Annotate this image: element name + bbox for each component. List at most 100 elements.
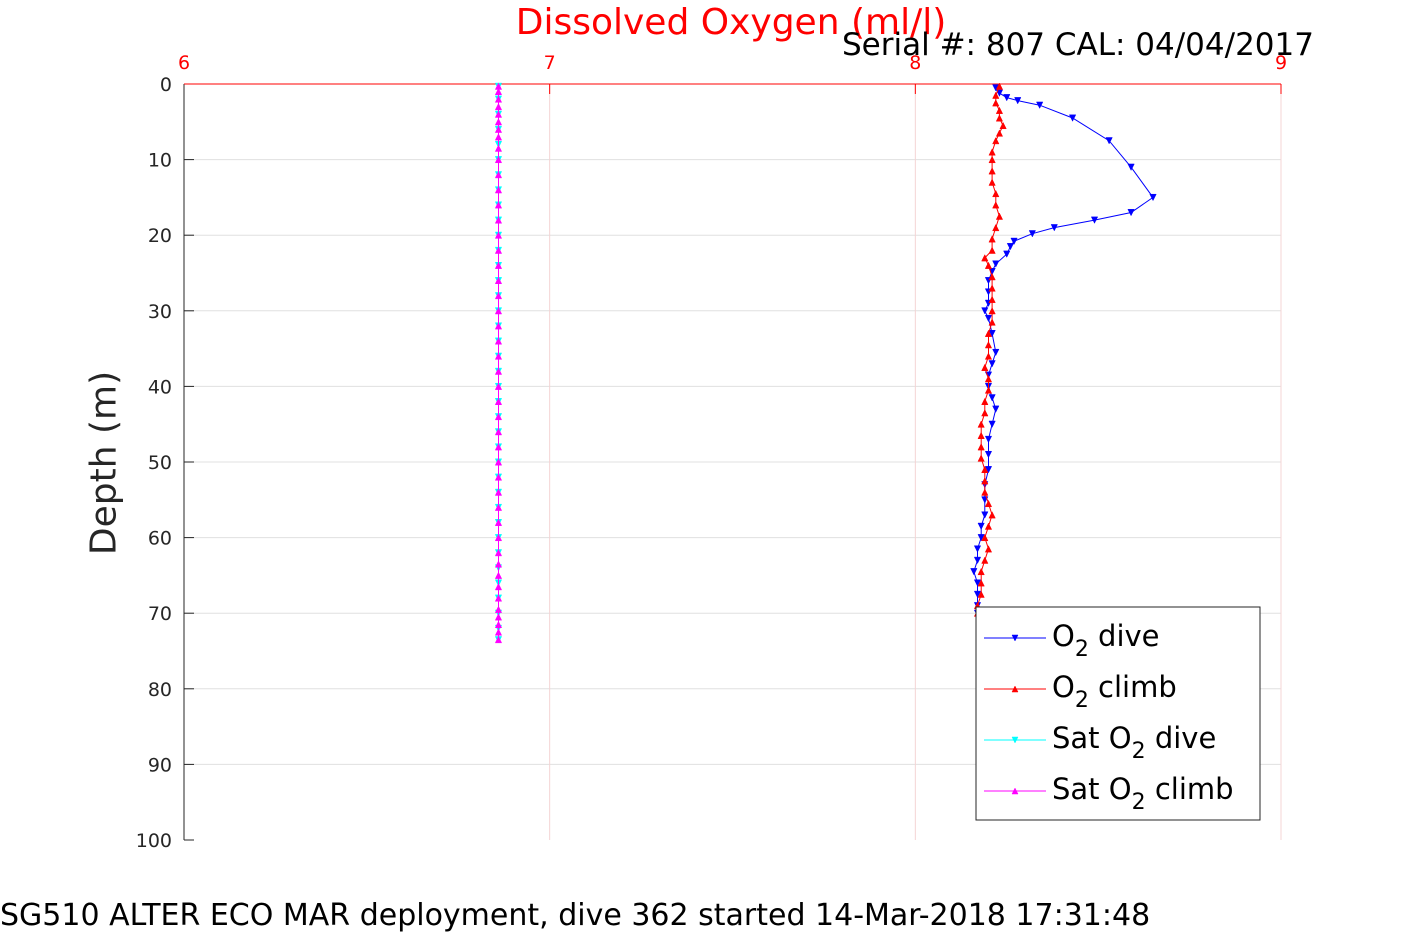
legend-label: O2 dive [1052, 619, 1160, 662]
data-point [977, 443, 985, 451]
data-point [494, 594, 503, 602]
data-point [494, 367, 503, 375]
data-point [984, 375, 993, 383]
data-point [494, 533, 503, 542]
data-point [984, 435, 993, 444]
data-point [984, 450, 993, 459]
data-point [1068, 114, 1077, 122]
grid-lines [184, 84, 1282, 840]
data-point [494, 428, 503, 436]
series-3 [494, 82, 503, 644]
data-point [995, 106, 1004, 114]
data-point [494, 133, 503, 141]
data-point [977, 522, 985, 531]
data-point [494, 473, 503, 481]
data-point [494, 276, 503, 285]
y-tick-label: 50 [148, 452, 172, 474]
data-point [494, 382, 503, 390]
data-point [977, 454, 985, 462]
data-point [984, 386, 993, 394]
data-point [1003, 250, 1011, 258]
data-point [494, 118, 503, 126]
data-point [1149, 193, 1157, 202]
data-point [494, 635, 503, 644]
dive-footer: SG510 ALTER ECO MAR deployment, dive 362… [0, 898, 1151, 933]
data-point [981, 254, 989, 262]
legend-swatch-marker [1011, 685, 1019, 693]
y-tick-label: 80 [148, 679, 172, 701]
data-point [977, 534, 985, 542]
data-point [494, 170, 503, 179]
data-point [494, 352, 503, 360]
data-point [988, 307, 996, 315]
data-point [981, 511, 989, 519]
y-tick-label: 20 [148, 225, 172, 247]
data-point [988, 360, 996, 368]
data-point [1127, 209, 1135, 217]
y-axis-label: Depth (m) [83, 370, 125, 556]
data-point [984, 499, 993, 508]
data-point [984, 522, 993, 530]
y-tick-label: 10 [148, 150, 172, 172]
legend-label: Sat O2 dive [1052, 721, 1216, 764]
data-point [977, 590, 985, 598]
data-point [992, 348, 1000, 357]
data-point [494, 503, 503, 511]
y-tick-label: 90 [148, 754, 172, 776]
data-point [988, 246, 996, 254]
legend-swatch-marker [1011, 634, 1019, 642]
data-point [494, 87, 503, 96]
data-point [973, 545, 982, 553]
x-tick-label: 8 [909, 52, 921, 74]
data-point [988, 330, 996, 338]
data-point [981, 409, 989, 417]
data-point [1036, 101, 1044, 109]
data-point [995, 129, 1004, 137]
data-point [992, 201, 1000, 209]
data-point [984, 261, 993, 269]
data-point [995, 82, 1004, 90]
data-point [494, 488, 503, 496]
data-point [494, 571, 503, 579]
data-point [494, 102, 503, 111]
data-point [981, 488, 989, 496]
data-point [494, 110, 503, 118]
data-point [494, 560, 503, 568]
data-point [988, 284, 996, 292]
data-point [1105, 137, 1113, 145]
data-point [988, 178, 996, 186]
data-point [494, 548, 503, 557]
legend-box [975, 606, 1261, 821]
data-point [992, 260, 1000, 268]
data-point [984, 329, 993, 337]
data-point [988, 394, 996, 402]
data-point [494, 261, 503, 269]
series-line [973, 87, 1154, 614]
data-point [988, 420, 996, 428]
data-point [992, 405, 1000, 413]
data-point [977, 431, 985, 439]
data-point [981, 397, 989, 405]
data-point [977, 567, 985, 576]
y-tick-label: 100 [136, 830, 172, 852]
data-point [992, 91, 1000, 99]
data-point [981, 533, 989, 542]
x-tick-label: 6 [178, 52, 190, 74]
data-point [1127, 163, 1135, 171]
data-point [494, 322, 503, 330]
data-point [494, 307, 503, 315]
data-point [494, 412, 503, 421]
series-1 [973, 82, 1007, 617]
data-point [988, 511, 996, 519]
data-point [494, 216, 503, 224]
data-point [1028, 230, 1036, 238]
data-point [494, 125, 503, 133]
data-point [973, 579, 982, 587]
data-point [992, 223, 1000, 232]
data-point [988, 318, 996, 326]
data-point [494, 443, 503, 451]
data-point [984, 352, 993, 360]
data-point [494, 155, 503, 164]
x-tick-label: 9 [1275, 52, 1287, 74]
